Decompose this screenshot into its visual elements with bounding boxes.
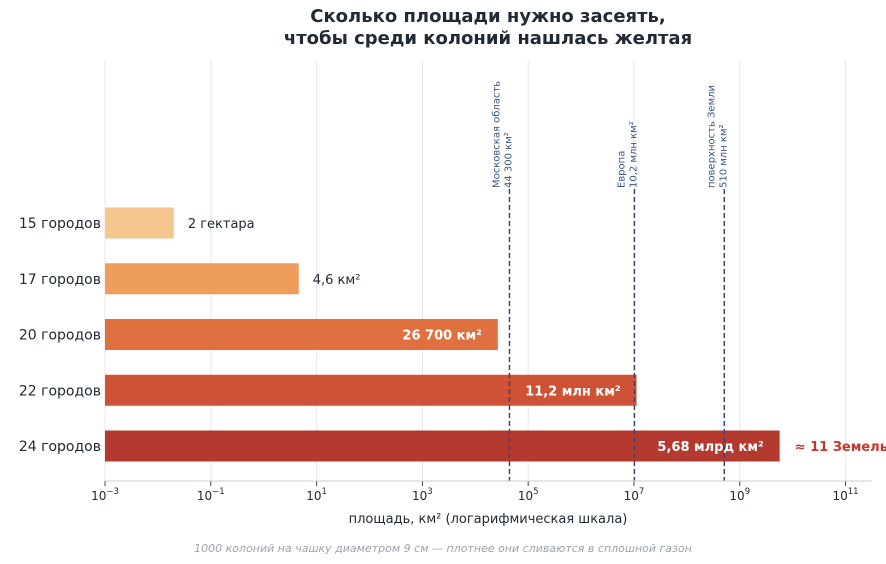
x-tick-label: 105 [518, 487, 539, 503]
bar-value-label: 11,2 млн км² [525, 384, 620, 399]
x-axis-label: площадь, км² (логарифмическая шкала) [349, 512, 628, 527]
bar [105, 430, 780, 462]
reference-line-label: Европа10,2 млн км² [616, 121, 639, 188]
bar-value-label: 26 700 км² [402, 329, 481, 344]
bar [105, 374, 637, 406]
y-category-label: 24 городов [19, 439, 101, 455]
y-category-label: 15 городов [19, 216, 101, 232]
reference-lines: Московская область44 300 км² Европа10,2 м… [491, 81, 729, 481]
y-category-label: 22 городов [19, 383, 101, 399]
bar-value-label: 2 гектара [188, 217, 255, 232]
x-tick-label: 103 [412, 487, 433, 503]
x-tick-label: 107 [624, 487, 645, 503]
chart-title-line2: чтобы среди колоний нашлась желтая [284, 28, 692, 49]
x-axis: 10−3 10−1 101 103 105 107 109 1011 [91, 480, 872, 503]
x-tick-label: 10−1 [197, 487, 225, 503]
x-tick-label: 109 [729, 487, 750, 503]
bar [105, 319, 498, 350]
bar-value-label: 4,6 км² [313, 273, 361, 288]
chart-title-line1: Сколько площади нужно засеять, [310, 6, 666, 27]
x-tick-label: 1011 [832, 487, 858, 503]
reference-line-label: Московская область44 300 км² [491, 81, 514, 188]
bars: 15 городов 2 гектара 17 городов 4,6 км² 20 г… [19, 207, 886, 462]
x-tick-label: 101 [306, 487, 327, 503]
bar [105, 207, 174, 239]
y-category-label: 17 городов [19, 272, 101, 288]
footnote: 1000 колоний на чашку диаметром 9 см — п… [194, 542, 692, 555]
bar-value-label: 5,68 млрд км² [657, 440, 763, 455]
bar [105, 263, 299, 295]
y-category-label: 20 городов [19, 328, 101, 344]
reference-line-label: поверхность Земли510 млн км² [706, 85, 729, 188]
x-tick-label: 10−3 [91, 487, 119, 503]
bar-extra-label: ≈ 11 Земель [795, 440, 886, 455]
